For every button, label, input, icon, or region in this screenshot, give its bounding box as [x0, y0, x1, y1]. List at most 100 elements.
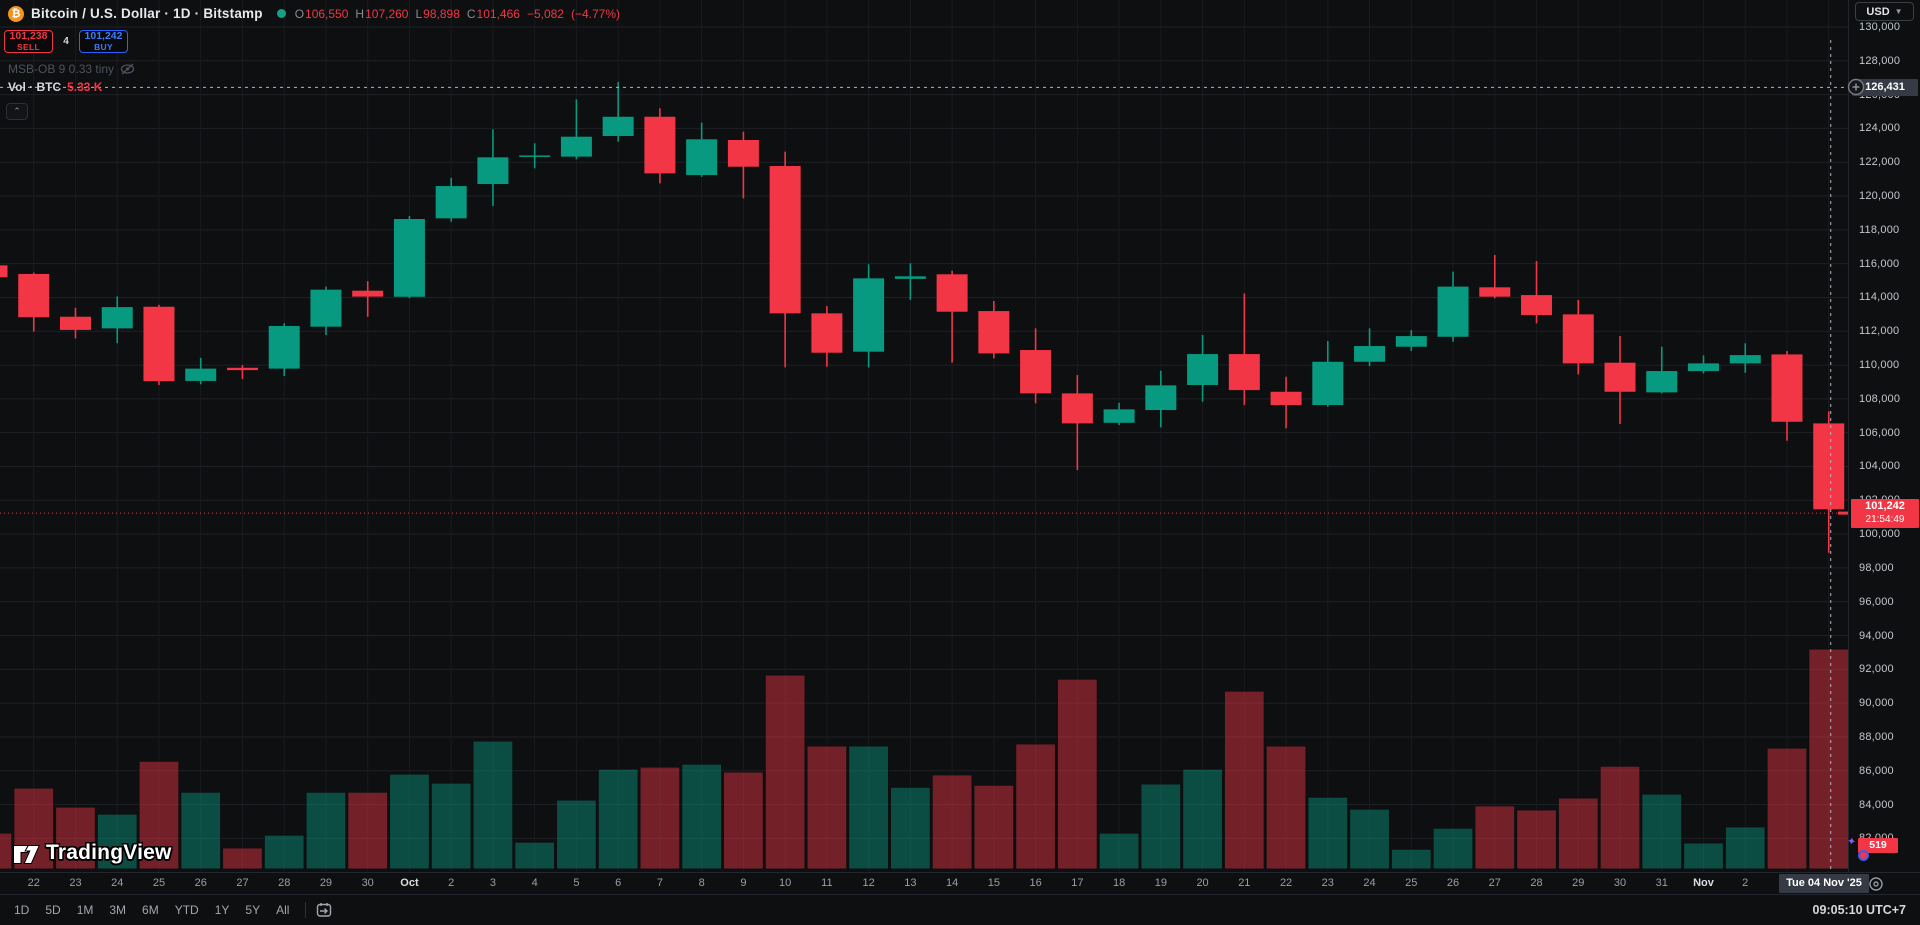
date-tick-label[interactable]: 22 — [1279, 877, 1293, 889]
date-tick-label[interactable]: 22 — [27, 877, 40, 889]
crosshair-date-label: Tue 04 Nov '25 — [1779, 874, 1869, 893]
candle — [268, 323, 300, 377]
date-tick-label[interactable]: 4 — [531, 877, 538, 889]
date-tick-label[interactable]: 31 — [1655, 877, 1668, 889]
range-button-5y[interactable]: 5Y — [245, 903, 261, 917]
date-tick-label[interactable]: 2 — [1742, 877, 1749, 889]
volume-bar — [472, 740, 514, 870]
date-tick-label[interactable]: 13 — [904, 877, 917, 889]
volume-bar — [597, 768, 639, 870]
date-tick-label[interactable]: 25 — [1405, 877, 1418, 889]
date-tick-label[interactable]: 21 — [1238, 877, 1251, 889]
currency-unit-button[interactable]: USD ▼ — [1855, 2, 1914, 21]
candle — [1395, 330, 1427, 352]
symbol-title[interactable]: Bitcoin / U.S. Dollar · 1D · Bitstamp — [31, 6, 263, 21]
date-tick-label[interactable]: 8 — [698, 877, 705, 889]
volume-bar — [1140, 783, 1182, 870]
price-tick-label: 130,000 — [1859, 21, 1901, 33]
volume-bar — [1599, 765, 1641, 870]
price-tick-label: 104,000 — [1859, 460, 1901, 473]
date-tick-label[interactable]: 12 — [862, 877, 875, 889]
date-tick-label[interactable]: 10 — [779, 877, 792, 889]
axis-settings-icon[interactable] — [1868, 876, 1884, 892]
toolbar-divider — [305, 902, 307, 918]
date-tick-label[interactable]: 24 — [111, 877, 124, 889]
date-tick-label[interactable]: 17 — [1071, 877, 1084, 889]
price-tick-label: 124,000 — [1859, 122, 1901, 135]
volume-bar — [1474, 805, 1516, 870]
candle — [185, 357, 217, 385]
date-tick-label[interactable]: Oct — [400, 877, 419, 889]
date-tick-label[interactable]: 26 — [1446, 877, 1460, 889]
sell-button[interactable]: 101,238 SELL — [4, 30, 53, 53]
date-tick-label[interactable]: 16 — [1029, 877, 1042, 889]
date-tick-label[interactable]: 6 — [615, 877, 622, 889]
volume-bar — [1265, 745, 1307, 870]
collapse-pane-button[interactable]: ⌃ — [6, 103, 28, 120]
date-tick-label[interactable]: 18 — [1112, 877, 1126, 889]
candlestick-chart[interactable] — [0, 0, 1848, 872]
volume-bar — [1182, 768, 1223, 870]
price-tick-label: 88,000 — [1859, 730, 1894, 743]
volume-bar — [973, 784, 1015, 870]
candle — [1228, 293, 1260, 406]
ohlc-values: O106,550 H107,260 L98,898 C101,466 −5,08… — [294, 6, 621, 21]
candle — [686, 122, 718, 177]
range-button-1y[interactable]: 1Y — [214, 903, 230, 917]
time-axis[interactable]: 22 23 24 25 26 27 28 29 30 Oct 2 3 4 5 6 7 8 9 10 11 12 13 14 1… — [0, 872, 1920, 894]
range-button-1m[interactable]: 1M — [76, 903, 94, 917]
magic-cursor-icon: ✦ — [1846, 835, 1857, 849]
range-button-ytd[interactable]: YTD — [174, 903, 199, 917]
volume-bar — [681, 763, 723, 870]
date-tick-label[interactable]: 19 — [1154, 877, 1167, 889]
range-button-all[interactable]: All — [276, 903, 290, 917]
volume-bar — [1516, 809, 1557, 870]
date-tick-label[interactable]: 23 — [1321, 877, 1334, 889]
candle — [18, 272, 50, 332]
price-axis[interactable]: USD▼ 130,000128,000126,000124,000122,000… — [1848, 0, 1920, 872]
date-tick-label[interactable]: 30 — [1613, 877, 1627, 889]
indicator-row[interactable]: MSB-OB 9 0.33 tiny — [8, 62, 620, 76]
date-tick-label[interactable]: 28 — [278, 877, 291, 889]
date-tick-label[interactable]: 7 — [656, 877, 663, 889]
volume-bar — [1683, 842, 1724, 870]
volume-bar — [764, 674, 806, 870]
range-button-5d[interactable]: 5D — [45, 903, 61, 917]
date-tick-label[interactable]: 9 — [740, 877, 747, 889]
date-tick-label[interactable]: 24 — [1363, 877, 1376, 889]
buy-button[interactable]: 101,242 BUY — [79, 30, 128, 53]
go-to-date-button[interactable] — [316, 902, 333, 918]
date-tick-label[interactable]: 26 — [194, 877, 207, 889]
session-clock[interactable]: 09:05:10 UTC+7 — [1812, 903, 1906, 917]
range-button-1d[interactable]: 1D — [14, 903, 30, 917]
volume-legend-row[interactable]: Vol · BTC 5.33 K — [8, 80, 620, 94]
date-tick-label[interactable]: 23 — [69, 877, 82, 889]
date-tick-label[interactable]: 27 — [236, 877, 249, 889]
date-tick-label[interactable]: Nov — [1693, 877, 1714, 889]
date-tick-label[interactable]: 25 — [152, 877, 166, 889]
date-tick-label[interactable]: 3 — [489, 877, 496, 889]
crosshair-plus-icon[interactable] — [1847, 78, 1865, 96]
range-button-6m[interactable]: 6M — [142, 903, 159, 917]
date-tick-label[interactable]: 11 — [821, 877, 833, 889]
date-tick-label[interactable]: 14 — [945, 877, 959, 889]
volume-bar — [430, 782, 472, 870]
date-tick-label[interactable]: 20 — [1196, 877, 1209, 889]
symbol-row[interactable]: ₿ Bitcoin / U.S. Dollar · 1D · Bitstamp … — [8, 4, 620, 23]
bitcoin-logo-icon: ₿ — [8, 5, 24, 22]
range-button-3m[interactable]: 3M — [109, 903, 127, 917]
date-tick-label[interactable]: 15 — [987, 877, 1000, 889]
eye-hidden-icon[interactable] — [120, 63, 135, 75]
price-tick-label: 110,000 — [1859, 359, 1900, 372]
candle — [1521, 261, 1553, 324]
date-tick-label[interactable]: 27 — [1488, 877, 1501, 889]
date-tick-label[interactable]: 30 — [361, 877, 374, 889]
price-tick-label: 120,000 — [1859, 190, 1901, 203]
volume-bar — [96, 813, 138, 870]
date-tick-label[interactable]: 29 — [319, 877, 333, 889]
volume-bar — [263, 834, 305, 870]
date-tick-label[interactable]: 28 — [1530, 877, 1543, 889]
date-tick-label[interactable]: 29 — [1572, 877, 1585, 889]
date-tick-label[interactable]: 5 — [573, 877, 580, 889]
date-tick-label[interactable]: 2 — [448, 877, 455, 889]
